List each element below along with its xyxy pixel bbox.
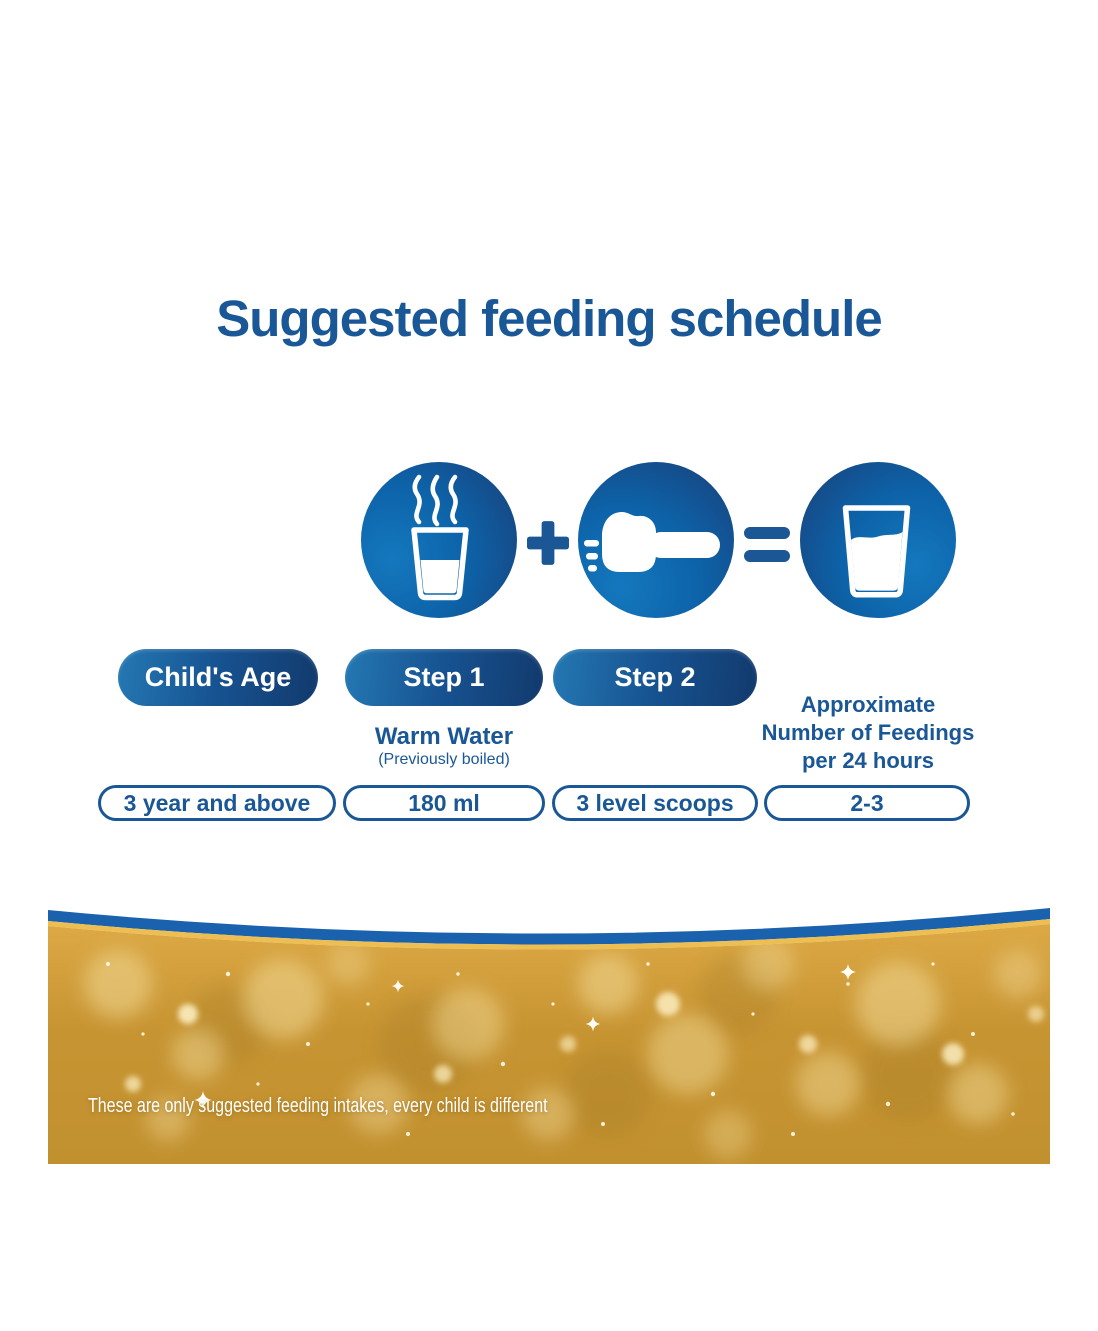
page-title: Suggested feeding schedule <box>216 290 882 347</box>
value-feedings-per-day: 2-3 <box>764 785 970 821</box>
step1-sublabel: Warm Water (Previously boiled) <box>335 724 553 769</box>
warm-water-glass-icon <box>411 474 469 601</box>
milk-glass-icon <box>842 505 911 598</box>
gold-sparkle-background <box>48 908 1050 1164</box>
gold-banner: These are only suggested feeding intakes… <box>48 904 1050 1164</box>
value-water-amount: 180 ml <box>343 785 545 821</box>
warm-water-label: Warm Water <box>374 723 514 750</box>
prepared-feed-circle <box>800 462 956 618</box>
value-child-age: 3 year and above <box>98 785 336 821</box>
plus-icon <box>527 519 569 567</box>
column-header-step2: Step 2 <box>553 649 757 706</box>
column-header-step1: Step 1 <box>345 649 543 706</box>
value-scoops: 3 level scoops <box>552 785 758 821</box>
column-header-childs-age: Child's Age <box>118 649 318 706</box>
previously-boiled-note: (Previously boiled) <box>378 751 510 768</box>
disclaimer-text: These are only suggested feeding intakes… <box>88 1095 548 1117</box>
step2-scoop-circle <box>578 462 734 618</box>
equals-icon <box>744 527 790 563</box>
step1-warm-water-circle <box>361 462 517 618</box>
feedings-header-line1: Approximate <box>800 692 936 717</box>
powder-scoop-icon <box>584 512 720 572</box>
column-header-feedings: Approximate Number of Feedings per 24 ho… <box>748 691 988 775</box>
feedings-header-line2: Number of Feedings <box>761 720 975 745</box>
feedings-header-line3: per 24 hours <box>801 748 935 773</box>
